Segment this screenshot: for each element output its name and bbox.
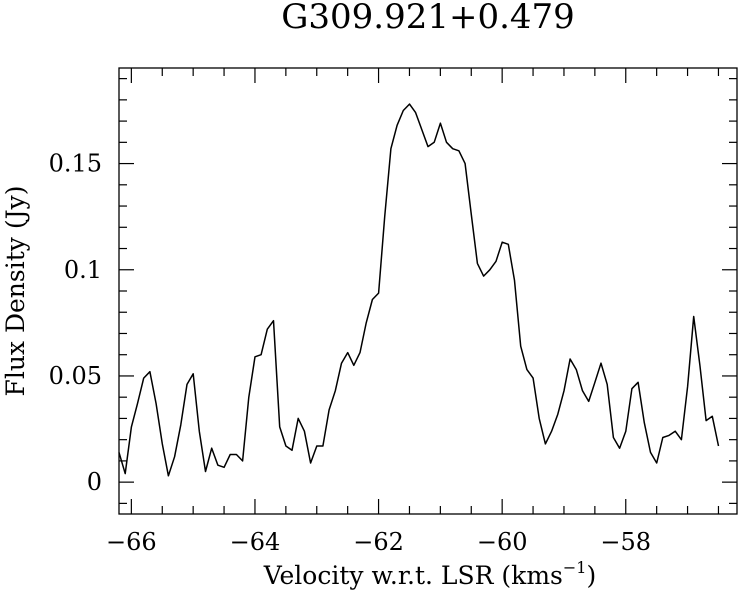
x-axis-tick-labels: −66 −64 −62 −60 −58 <box>106 528 651 556</box>
x-axis-label-superscript: −1 <box>563 558 587 577</box>
chart-title: G309.921+0.479 <box>281 0 575 37</box>
x-axis-label-close: ) <box>586 561 596 590</box>
y-tick-label: 0.15 <box>49 150 102 178</box>
y-tick-label: 0 <box>87 468 102 496</box>
x-axis-ticks <box>130 68 720 514</box>
plot-frame <box>118 67 738 515</box>
x-tick-label: −60 <box>477 528 528 556</box>
x-tick-label: −62 <box>353 528 404 556</box>
x-tick-label: −64 <box>230 528 281 556</box>
x-tick-label: −58 <box>600 528 651 556</box>
x-axis-label: Velocity w.r.t. LSR (kms−1) <box>263 558 596 590</box>
y-tick-label: 0.1 <box>64 256 102 284</box>
y-axis-ticks <box>119 78 737 504</box>
x-axis-label-text: Velocity w.r.t. LSR (kms <box>263 561 563 590</box>
spectrum-line <box>118 103 720 477</box>
y-axis-label: Flux Density (Jy) <box>1 185 30 396</box>
y-axis-tick-labels: 0 0.05 0.1 0.15 <box>49 150 102 497</box>
x-tick-label: −66 <box>106 528 157 556</box>
y-tick-label: 0.05 <box>49 362 102 390</box>
